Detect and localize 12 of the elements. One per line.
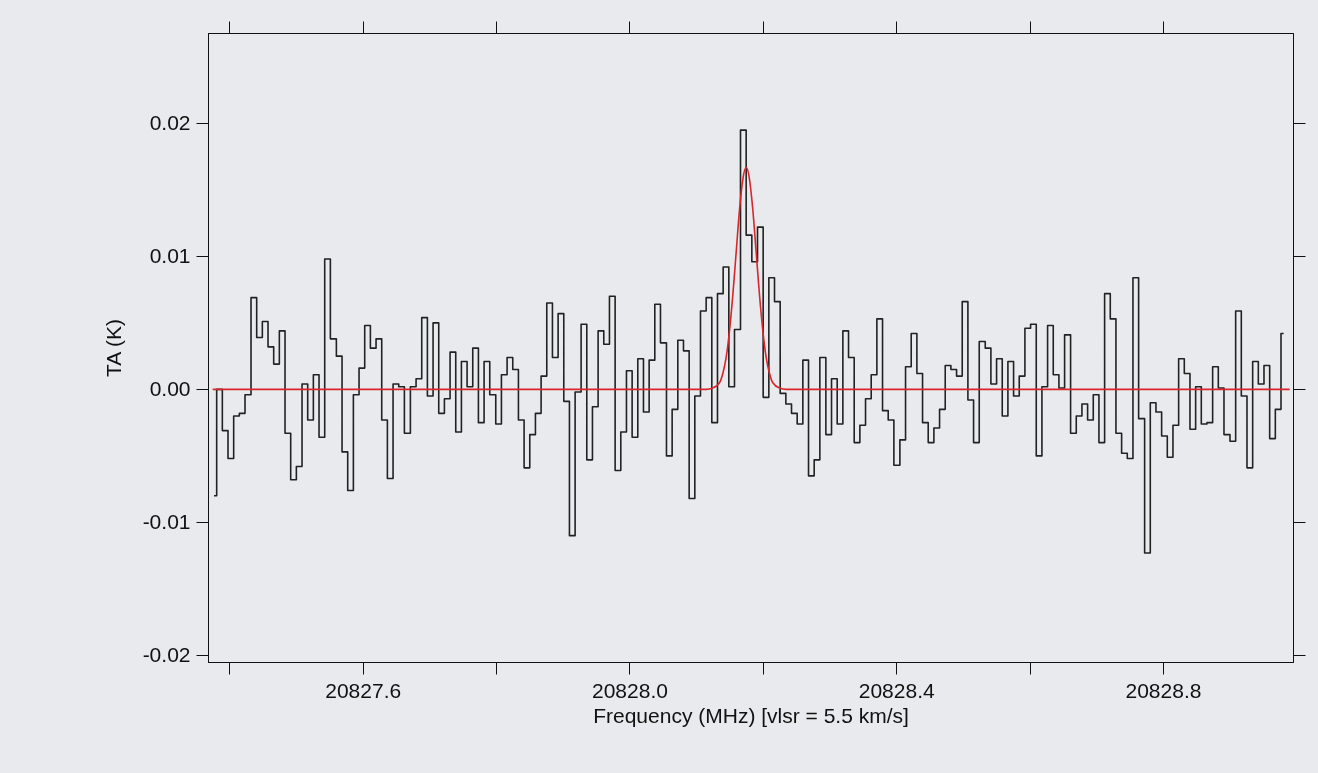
line-series: [211, 166, 1291, 391]
x-tick-label: 20828.8: [1125, 678, 1202, 702]
y-tick-label: 0.01: [149, 243, 191, 267]
x-tick-label: 20828.4: [858, 678, 935, 702]
y-tick-label: 0.00: [149, 376, 191, 400]
x-tick-label: 20828.0: [592, 678, 668, 702]
y-tick-label: -0.01: [142, 509, 191, 533]
y-tick-label: 0.02: [149, 110, 191, 134]
x-axis-title: Frequency (MHz) [vlsr = 5.5 km/s]: [593, 703, 909, 727]
y-tick-label: -0.02: [142, 642, 191, 666]
y-axis-title: TA (K): [101, 319, 125, 377]
x-tick-label: 20827.6: [325, 678, 402, 702]
